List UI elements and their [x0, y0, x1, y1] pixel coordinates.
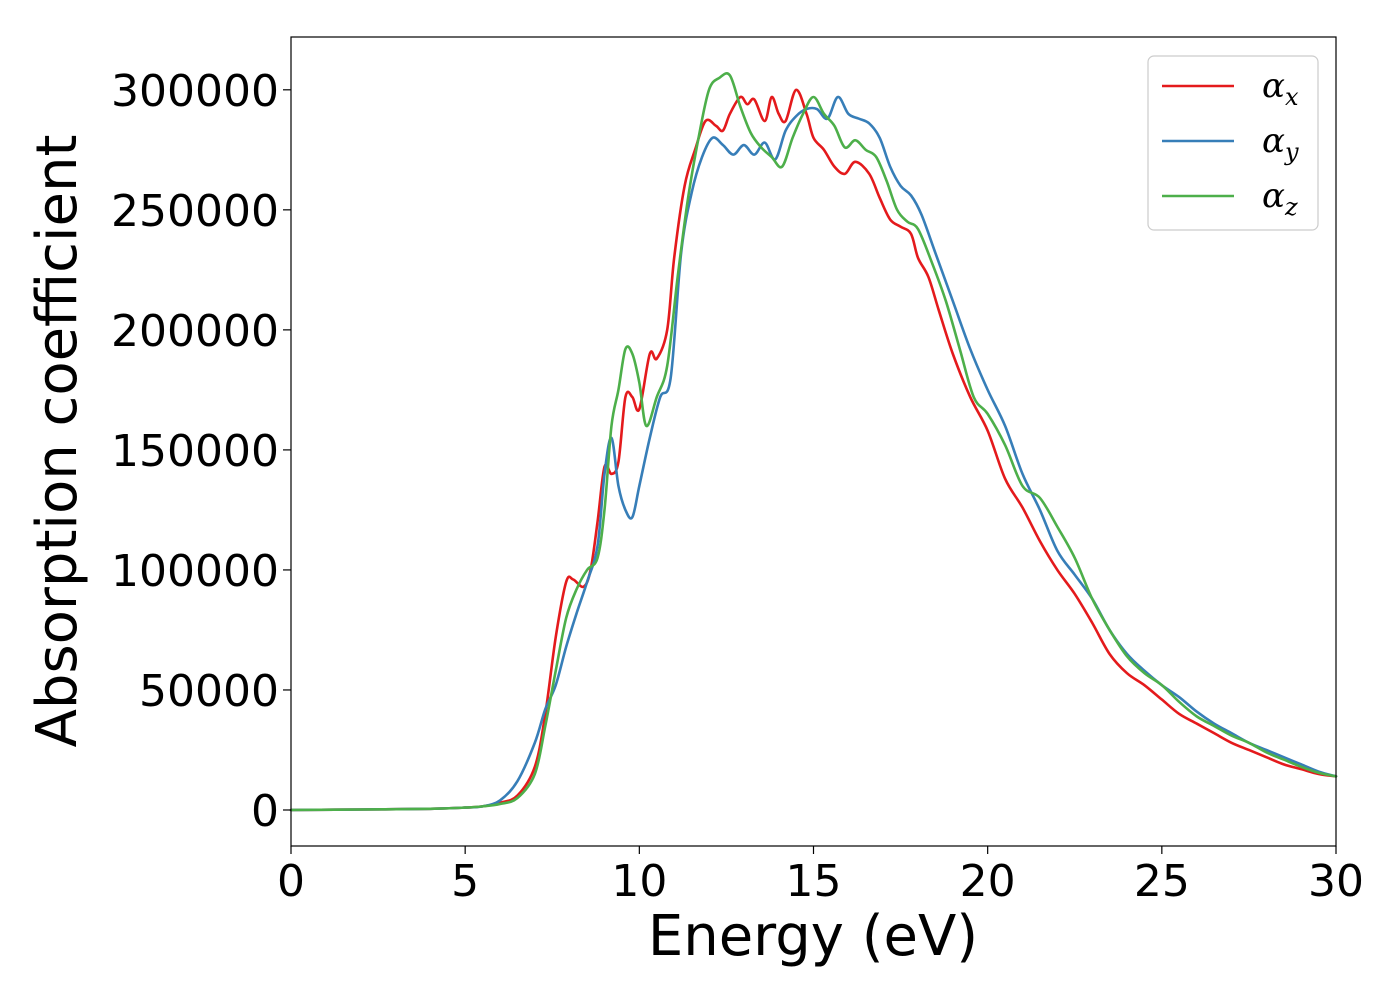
x-tick-label: 25	[1134, 856, 1190, 907]
y-tick-label: 50000	[139, 666, 279, 717]
x-tick-label: 20	[960, 856, 1016, 907]
legend-entry-label: αx	[1262, 66, 1299, 111]
legend-entry-label: αy	[1262, 121, 1299, 166]
legend: αx αy αz	[1147, 55, 1319, 231]
x-tick-label: 10	[611, 856, 667, 907]
y-tick-label: 100000	[111, 546, 279, 597]
y-tick-label: 300000	[111, 66, 279, 117]
y-tick-label: 250000	[111, 186, 279, 237]
y-tick-label: 0	[251, 786, 279, 837]
x-axis-label: Energy (eV)	[648, 904, 978, 969]
y-tick-label: 150000	[111, 426, 279, 477]
x-tick-label: 0	[277, 856, 305, 907]
x-axis: 0 5 10 15 20 25 30	[277, 846, 1364, 907]
y-axis-label: Absorption coefficient	[25, 135, 90, 748]
plot-area	[289, 72, 1338, 812]
x-tick-label: 5	[451, 856, 479, 907]
series-line-z	[289, 72, 1338, 812]
y-tick-label: 200000	[111, 306, 279, 357]
y-axis: 0 50000 100000 150000 200000 250000 300000	[111, 66, 291, 837]
legend-entry-label: αz	[1262, 176, 1298, 221]
legend-box	[1147, 55, 1319, 231]
x-tick-label: 15	[786, 856, 842, 907]
x-tick-label: 30	[1308, 856, 1364, 907]
